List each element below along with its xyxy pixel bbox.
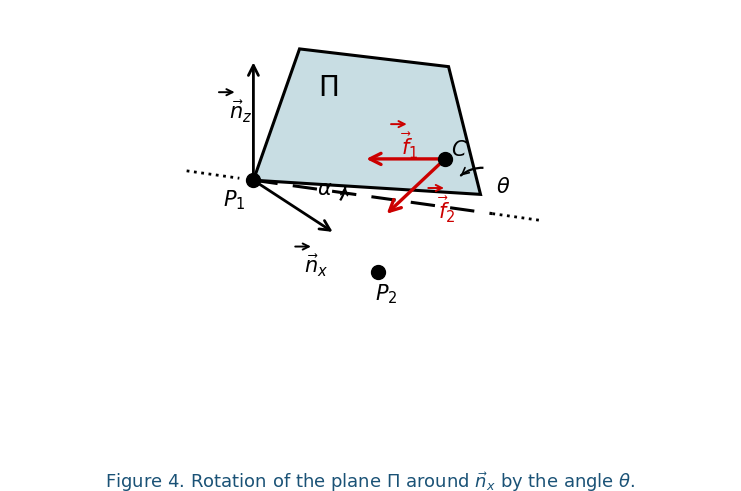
Text: $\vec{n}_z$: $\vec{n}_z$	[229, 99, 253, 125]
Text: Figure 4. Rotation of the plane $\Pi$ around $\vec{n}_x$ by the angle $\theta$.: Figure 4. Rotation of the plane $\Pi$ ar…	[105, 470, 636, 491]
Text: $P_2$: $P_2$	[375, 282, 398, 305]
Text: $\theta$: $\theta$	[496, 177, 511, 197]
Text: $\alpha$: $\alpha$	[316, 179, 332, 199]
Text: $\Pi$: $\Pi$	[318, 74, 338, 102]
Text: $\vec{n}_x$: $\vec{n}_x$	[304, 253, 328, 279]
Text: $C$: $C$	[451, 140, 468, 160]
Text: $\vec{f}_1$: $\vec{f}_1$	[401, 131, 418, 161]
Polygon shape	[253, 49, 480, 194]
Text: $\vec{f}_2$: $\vec{f}_2$	[438, 194, 456, 225]
Text: $P_1$: $P_1$	[222, 188, 245, 212]
